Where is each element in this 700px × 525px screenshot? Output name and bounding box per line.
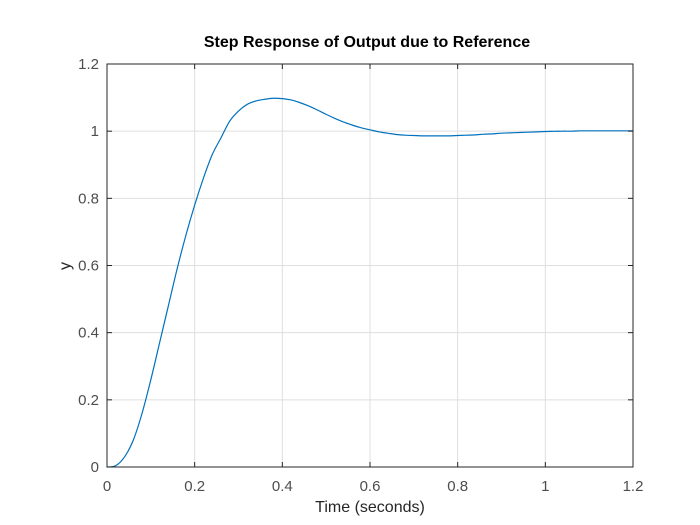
x-tick-label: 1: [541, 478, 549, 495]
x-axis-label: Time (seconds): [315, 499, 425, 516]
chart-title: Step Response of Output due to Reference: [204, 34, 530, 51]
y-axis-label: y: [57, 262, 74, 270]
y-tick-label: 0.6: [78, 258, 99, 275]
axis-ticks: 0 0.2 0.4 0.6 0.8 1 1.2 0 0.2 0.4 0.6 0.8 1 1.2: [78, 56, 643, 495]
y-tick-label: 1.2: [78, 56, 99, 73]
x-tick-label: 0: [103, 478, 111, 495]
y-tick-label: 0.8: [78, 190, 99, 207]
y-tick-label: 0.4: [78, 325, 99, 342]
x-tick-label: 1.2: [623, 478, 644, 495]
step-response-line: [106, 97, 633, 468]
y-tick-label: 0: [91, 459, 99, 476]
x-tick-label: 0.8: [447, 478, 468, 495]
plot-area: [106, 97, 633, 468]
y-tick-label: 1: [91, 123, 99, 140]
x-tick-label: 0.4: [272, 478, 293, 495]
grid-lines: [107, 64, 633, 467]
x-tick-label: 0.2: [184, 478, 205, 495]
y-tick-label: 0.2: [78, 392, 99, 409]
x-tick-label: 0.6: [360, 478, 381, 495]
